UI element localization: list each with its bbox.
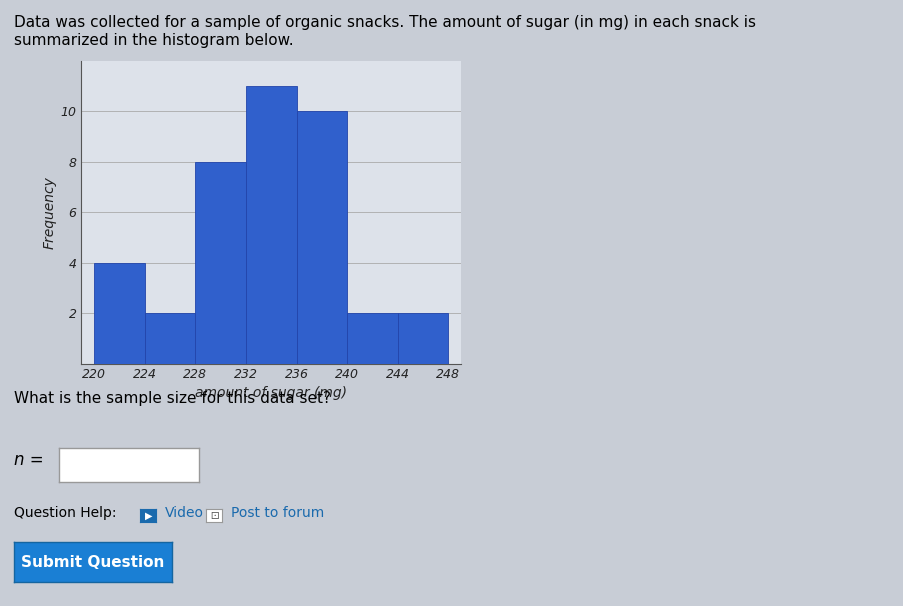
Bar bbox=[296, 111, 347, 364]
Text: What is the sample size for this data set?: What is the sample size for this data se… bbox=[14, 391, 330, 406]
Text: Post to forum: Post to forum bbox=[230, 506, 323, 520]
Bar bbox=[246, 86, 296, 364]
Bar bbox=[195, 162, 246, 364]
Text: ▶: ▶ bbox=[144, 511, 152, 521]
Text: Video: Video bbox=[164, 506, 203, 520]
Text: n =: n = bbox=[14, 451, 43, 470]
Text: ⚀: ⚀ bbox=[209, 511, 219, 521]
X-axis label: amount of sugar (mg): amount of sugar (mg) bbox=[195, 385, 347, 399]
Y-axis label: Frequency: Frequency bbox=[42, 176, 56, 248]
Bar bbox=[397, 313, 448, 364]
Text: Question Help:: Question Help: bbox=[14, 506, 116, 520]
Bar bbox=[347, 313, 397, 364]
Bar bbox=[94, 262, 144, 364]
Text: Data was collected for a sample of organic snacks. The amount of sugar (in mg) i: Data was collected for a sample of organ… bbox=[14, 15, 755, 30]
Text: summarized in the histogram below.: summarized in the histogram below. bbox=[14, 33, 293, 48]
Text: Submit Question: Submit Question bbox=[21, 554, 164, 570]
Bar bbox=[144, 313, 195, 364]
